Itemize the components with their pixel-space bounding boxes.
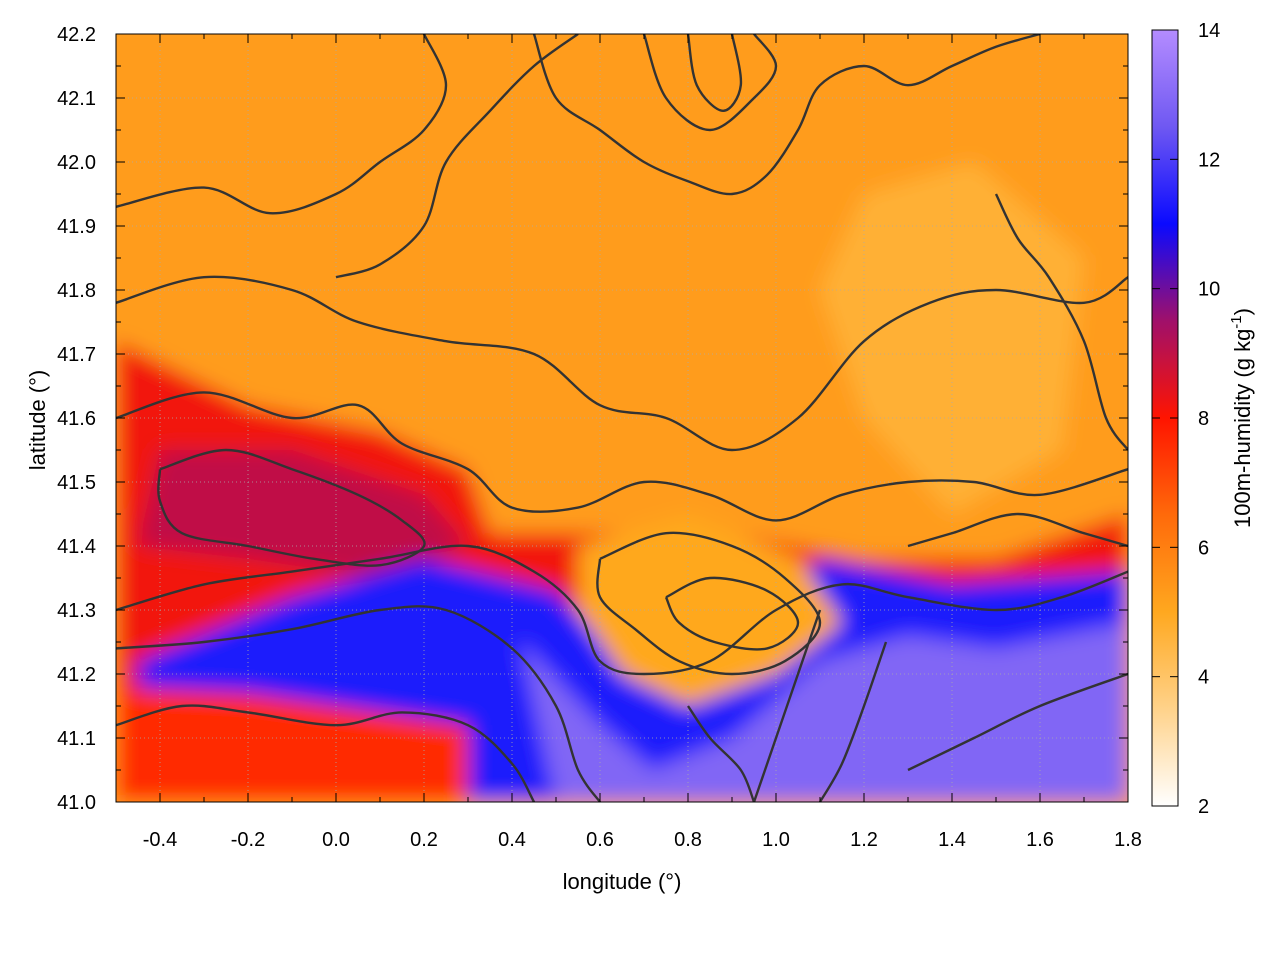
contour-lines (116, 34, 1128, 802)
plot-area (116, 34, 1128, 802)
contour-line-9 (664, 576, 800, 651)
y-tick-label-3: 41.3 (57, 600, 96, 622)
y-tick-label-7: 41.7 (57, 344, 96, 366)
x-tick-label-8: 1.2 (850, 829, 878, 851)
contour-line-3 (116, 391, 1128, 522)
contour-line-7 (116, 704, 536, 802)
x-tick-label-10: 1.6 (1026, 829, 1054, 851)
contour-line-1 (335, 34, 579, 279)
x-tick-label-2: 0.0 (322, 829, 350, 851)
y-tick-label-2: 41.2 (57, 664, 96, 686)
contour-line-12 (818, 641, 888, 802)
y-axis: 41.0 41.1 41.2 41.3 41.4 41.5 41.6 41.7 41.8 41.9… (57, 24, 1128, 814)
humidity-field (116, 34, 1128, 802)
x-tick-label-4: 0.4 (498, 829, 526, 851)
y-tick-label-8: 41.8 (57, 280, 96, 302)
y-tick-label-9: 41.9 (57, 216, 96, 238)
colorbar-label: 100m-humidity (g kg-1) (1228, 308, 1255, 528)
contour-line-10 (687, 705, 756, 802)
colorbar: 2 4 6 8 10 12 14 100m-humidity (g kg-1) (1151, 20, 1255, 818)
contour-line-13 (907, 672, 1128, 772)
grid-lines (116, 34, 1128, 802)
x-tick-label-1: -0.2 (231, 829, 265, 851)
colorbar-tick-label-5: 12 (1198, 149, 1220, 171)
contour-line-18 (907, 512, 1128, 548)
x-tick-label-0: -0.4 (143, 829, 177, 851)
y-tick-label-12: 42.2 (57, 24, 96, 46)
x-tick-label-5: 0.6 (586, 829, 614, 851)
contour-line-16 (532, 34, 1041, 196)
x-tick-label-6: 0.8 (674, 829, 702, 851)
colorbar-tick-label-3: 8 (1198, 408, 1209, 430)
x-axis-label: longitude (°) (563, 869, 682, 894)
colorbar-tick-label-2: 6 (1198, 537, 1209, 559)
contour-line-11 (752, 609, 822, 802)
y-tick-label-11: 42.1 (57, 88, 96, 110)
y-axis-label: latitude (°) (25, 370, 50, 471)
colorbar-ticks: 2 4 6 8 10 12 14 (1152, 20, 1220, 818)
y-tick-label-5: 41.5 (57, 472, 96, 494)
colorbar-tick-label-6: 14 (1198, 20, 1220, 42)
x-tick-label-3: 0.2 (410, 829, 438, 851)
contour-line-14 (642, 34, 778, 132)
y-tick-label-6: 41.6 (57, 408, 96, 430)
contour-line-17 (994, 193, 1128, 451)
colorbar-tick-label-0: 2 (1198, 796, 1209, 818)
contour-line-8 (596, 531, 822, 676)
x-tick-label-9: 1.4 (938, 829, 966, 851)
contour-line-15 (686, 34, 743, 112)
y-tick-label-1: 41.1 (57, 728, 96, 750)
contour-line-5 (116, 544, 1128, 676)
y-tick-label-4: 41.4 (57, 536, 96, 558)
contour-line-0 (116, 34, 448, 215)
contour-line-2 (116, 275, 1128, 452)
y-tick-label-0: 41.0 (57, 792, 96, 814)
field-region-sea-lavender (520, 622, 1128, 802)
colorbar-tick-label-4: 10 (1198, 279, 1220, 301)
x-axis: -0.4 -0.2 0.0 0.2 0.4 0.6 0.8 1.0 1.2 1.4 1.6 1.8 (115, 34, 1142, 851)
contour-line-6 (116, 605, 601, 802)
colorbar-tick-label-1: 4 (1198, 667, 1209, 689)
x-tick-label-11: 1.8 (1114, 829, 1142, 851)
contour-line-4 (157, 448, 426, 567)
y-tick-label-10: 42.0 (57, 152, 96, 174)
x-tick-label-7: 1.0 (762, 829, 790, 851)
